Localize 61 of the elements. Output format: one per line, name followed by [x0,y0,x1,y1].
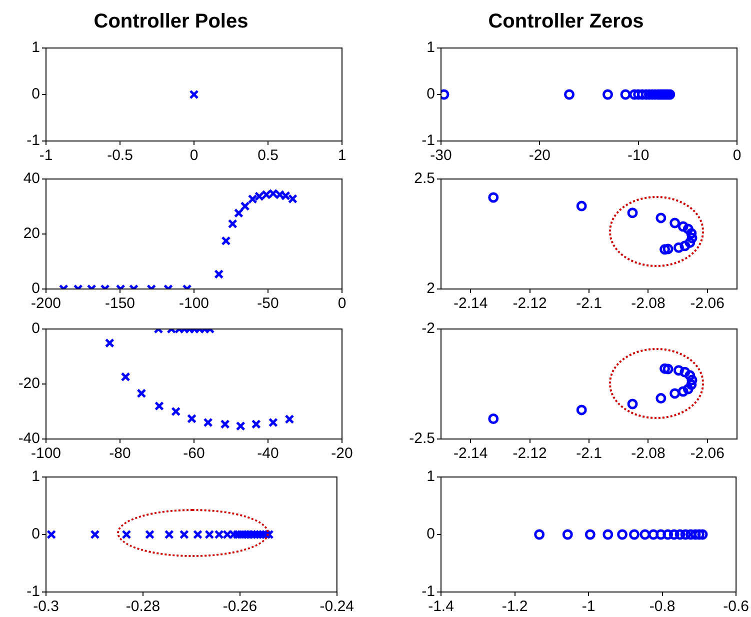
x-tick-label: -2.1 [576,445,602,462]
x-tick-label: 0 [190,147,198,164]
chart-title: Controller Poles [94,10,248,33]
x-tick-label: -200 [30,295,62,312]
y-tick-label: -1 [26,583,40,600]
x-tick-label: -1.2 [502,598,528,616]
y-tick-label: 2 [426,280,435,298]
x-tick-label: -0.3 [33,598,59,616]
y-tick-label: 0 [32,280,40,298]
x-tick-label: -40 [257,445,279,462]
x-tick-label: -20 [528,147,551,164]
x-tick-label: 1 [338,147,346,164]
x-tick-label: -2.14 [454,445,488,462]
y-tick-label: 0 [32,86,40,103]
x-tick-label: -2.06 [690,445,724,462]
chart-title: Controller Zeros [488,10,644,33]
x-tick-label: -0.24 [320,598,354,616]
x-tick-label: -2.14 [454,295,488,312]
y-tick-label: 1 [32,468,40,486]
y-tick-label: -1 [422,583,435,600]
x-tick-label: -2.12 [512,295,547,312]
y-tick-label: -1 [422,132,435,150]
x-tick-label: -0.8 [649,598,676,616]
y-tick-label: 1 [32,39,40,56]
x-tick-label: -100 [30,445,62,462]
x-tick-label: -0.5 [107,147,133,164]
x-tick-label: -60 [183,445,205,462]
y-tick-label: 0 [426,86,435,103]
y-tick-label: -20 [18,375,40,392]
y-tick-label: 0 [32,320,40,338]
x-tick-label: -2.06 [690,295,724,312]
y-tick-label: -40 [18,430,40,448]
x-tick-label: -10 [627,147,650,164]
x-tick-label: -2.08 [631,445,666,462]
x-tick-label: -0.26 [222,598,258,616]
y-tick-label: -2.5 [409,430,435,448]
x-tick-label: -1 [582,598,596,616]
x-tick-label: -30 [430,147,452,164]
x-tick-label: -2.08 [631,295,666,312]
x-tick-label: -2.12 [512,445,547,462]
y-tick-label: 0 [426,526,435,543]
x-tick-label: 0.5 [258,147,278,164]
y-tick-label: 1 [426,468,435,486]
y-tick-label: -2 [422,320,435,338]
y-tick-label: 1 [426,39,435,56]
x-tick-label: 0 [732,147,742,164]
x-tick-label: -0.28 [126,598,160,616]
x-tick-label: -80 [109,445,131,462]
x-tick-label: 0 [338,295,346,312]
y-tick-label: 40 [23,170,40,188]
y-tick-label: 2.5 [414,170,435,188]
x-tick-label: -0.6 [723,598,750,616]
y-tick-label: -1 [26,132,40,150]
x-tick-label: -2.1 [576,295,602,312]
x-tick-label: -50 [257,295,279,312]
y-tick-label: 20 [23,225,40,242]
y-tick-label: 0 [32,526,40,543]
x-tick-label: -20 [331,445,353,462]
x-tick-label: -1.4 [428,598,454,616]
x-tick-label: -150 [104,295,136,312]
x-tick-label: -100 [178,295,210,312]
